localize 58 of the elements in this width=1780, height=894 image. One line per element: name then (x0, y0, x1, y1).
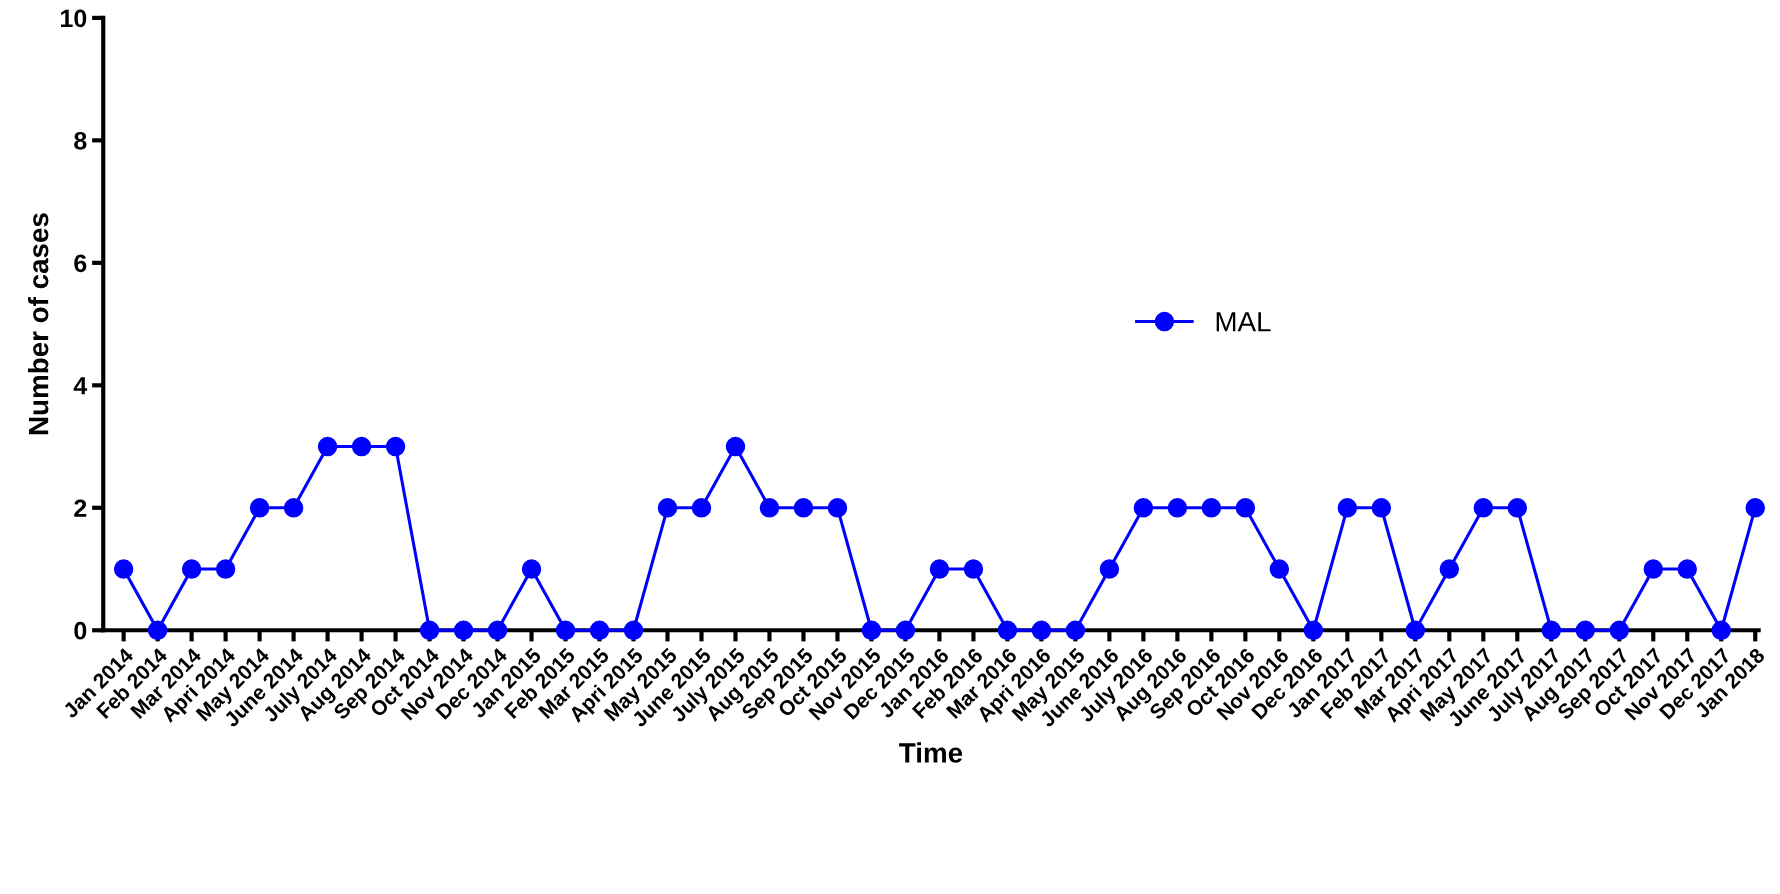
point (249, 498, 270, 518)
point (1031, 620, 1052, 640)
point (1269, 559, 1290, 579)
point (453, 620, 474, 640)
point (1337, 498, 1358, 518)
point (1745, 498, 1765, 518)
point (589, 620, 610, 640)
point (1405, 620, 1426, 640)
point (827, 498, 848, 518)
point (1473, 498, 1494, 518)
point (1439, 559, 1460, 579)
point (1575, 620, 1596, 640)
point (181, 559, 202, 579)
point (1643, 559, 1663, 579)
point (963, 559, 984, 579)
y-tick-label: 8 (74, 131, 87, 150)
point (691, 498, 712, 518)
point (895, 620, 916, 640)
y-tick-label: 4 (73, 377, 88, 395)
point (623, 620, 644, 640)
point (1133, 498, 1154, 518)
point (997, 620, 1018, 640)
y-tick-label: 2 (74, 499, 87, 517)
point (929, 559, 950, 579)
point (215, 559, 236, 579)
y-tick-label: 6 (74, 254, 87, 273)
y-tick-label: 0 (74, 621, 87, 640)
y-tick-label: 10 (61, 9, 87, 28)
point (555, 620, 576, 640)
point (725, 436, 746, 457)
point (1167, 498, 1188, 518)
point (283, 498, 304, 518)
point (113, 559, 134, 579)
point (759, 498, 780, 518)
point (793, 498, 814, 518)
point (521, 559, 542, 579)
point (1303, 620, 1324, 640)
point (1711, 620, 1731, 640)
point (1609, 620, 1630, 640)
point (487, 620, 508, 640)
point (317, 436, 338, 457)
point (147, 620, 168, 640)
point (351, 436, 372, 457)
point (1677, 559, 1697, 579)
point (1541, 620, 1562, 640)
y-axis-title: Number of cases (28, 213, 49, 435)
point (1507, 498, 1528, 518)
point (419, 620, 440, 640)
x-axis-title: Time (899, 742, 963, 763)
point (1099, 559, 1120, 579)
point (385, 436, 406, 457)
point (1371, 498, 1392, 518)
point (861, 620, 882, 640)
point (1065, 620, 1086, 640)
point (657, 498, 678, 518)
point (1201, 498, 1222, 518)
legend-label: MAL (1216, 312, 1271, 332)
point (1235, 498, 1256, 518)
